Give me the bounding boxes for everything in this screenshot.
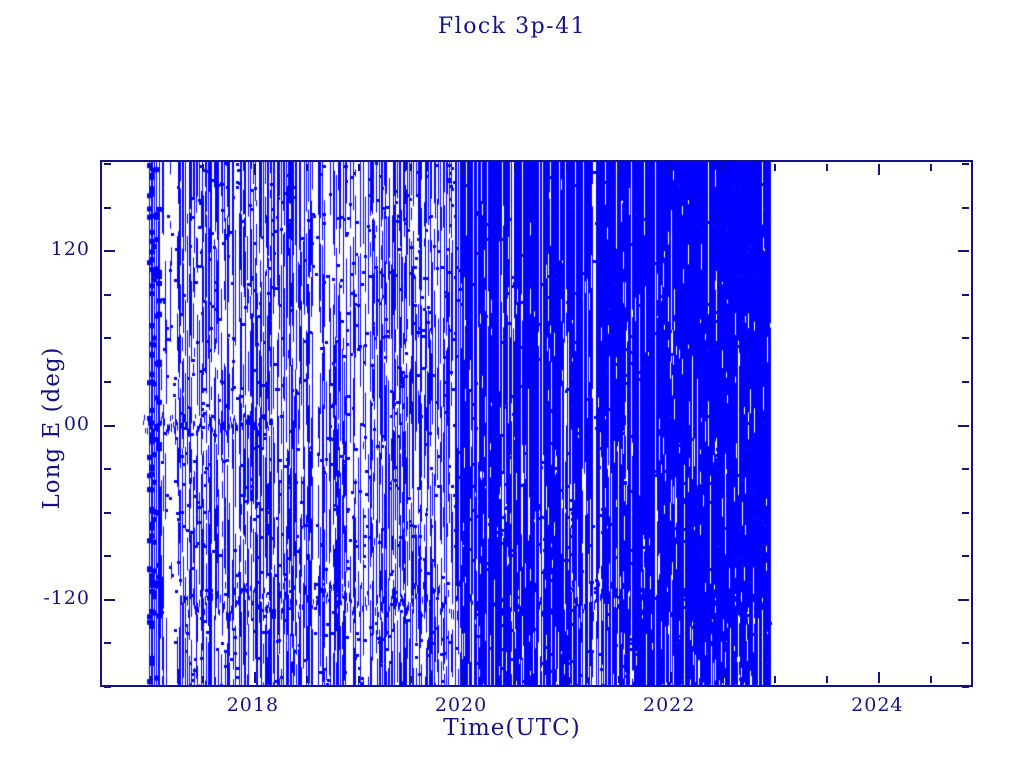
- axis-tick-r: [962, 555, 969, 558]
- axis-tick-t: [826, 164, 829, 171]
- x-tick-label: 2020: [434, 694, 488, 716]
- axis-tick-t: [566, 164, 569, 171]
- x-tick-label: 2024: [851, 694, 904, 716]
- axis-tick-b: [253, 672, 256, 683]
- axis-tick-t: [514, 164, 517, 171]
- axis-tick-l: [104, 555, 111, 558]
- axis-tick-t: [462, 164, 465, 175]
- x-axis-title: Time(UTC): [443, 715, 581, 741]
- axis-tick-l: [104, 206, 111, 209]
- axis-tick-r: [962, 511, 969, 514]
- axis-tick-t: [305, 164, 308, 171]
- axis-tick-l: [104, 468, 111, 471]
- x-tick-label: 2018: [226, 694, 280, 716]
- axis-tick-r: [962, 468, 969, 471]
- axis-tick-r: [962, 686, 969, 688]
- axis-tick-b: [462, 672, 465, 683]
- axis-tick-r: [962, 642, 969, 645]
- axis-tick-b: [566, 676, 569, 683]
- y-axis-title: Long E (deg): [39, 346, 65, 510]
- axis-tick-b: [722, 676, 725, 683]
- axis-tick-r: [962, 380, 969, 383]
- axis-tick-r: [958, 424, 969, 427]
- axis-tick-b: [201, 676, 204, 683]
- axis-tick-l: [104, 642, 111, 645]
- axis-tick-b: [357, 676, 360, 683]
- axis-tick-t: [149, 164, 152, 171]
- axis-tick-b: [826, 676, 829, 683]
- axis-tick-b: [878, 672, 881, 683]
- data-series-canvas: [102, 162, 971, 685]
- axis-tick-l: [104, 598, 115, 601]
- axis-tick-r: [958, 598, 969, 601]
- axis-tick-r: [958, 250, 969, 253]
- y-tick-label: 00: [63, 412, 90, 435]
- axis-tick-r: [962, 337, 969, 340]
- axis-tick-l: [104, 380, 111, 383]
- axis-tick-b: [514, 676, 517, 683]
- page-title: Flock 3p-41: [437, 14, 587, 39]
- axis-tick-t: [930, 164, 933, 171]
- axis-tick-t: [878, 164, 881, 175]
- axis-tick-b: [774, 676, 777, 683]
- axis-tick-t: [410, 164, 412, 171]
- axis-tick-t: [253, 164, 256, 175]
- axis-tick-b: [670, 672, 673, 683]
- plot-area: [102, 162, 971, 685]
- plot-frame: [100, 160, 973, 688]
- axis-tick-l: [104, 293, 111, 296]
- axis-tick-l: [104, 424, 115, 427]
- x-tick-label: 2022: [643, 694, 696, 716]
- axis-tick-t: [201, 164, 204, 171]
- axis-tick-r: [962, 163, 969, 165]
- axis-tick-b: [410, 676, 412, 683]
- axis-tick-t: [670, 164, 673, 175]
- axis-tick-t: [774, 164, 777, 171]
- axis-tick-b: [305, 676, 308, 683]
- axis-tick-t: [722, 164, 725, 171]
- axis-tick-l: [104, 250, 115, 253]
- axis-tick-l: [104, 337, 111, 340]
- axis-tick-t: [357, 164, 360, 171]
- axis-tick-b: [618, 676, 621, 683]
- axis-tick-r: [962, 293, 969, 296]
- axis-tick-l: [104, 163, 111, 165]
- axis-tick-l: [104, 511, 111, 514]
- axis-tick-l: [104, 686, 111, 688]
- axis-tick-b: [930, 676, 933, 683]
- axis-tick-b: [149, 676, 152, 683]
- axis-tick-t: [618, 164, 621, 171]
- y-tick-label: 120: [50, 238, 90, 261]
- axis-tick-r: [962, 206, 969, 209]
- y-tick-label: -120: [43, 586, 90, 609]
